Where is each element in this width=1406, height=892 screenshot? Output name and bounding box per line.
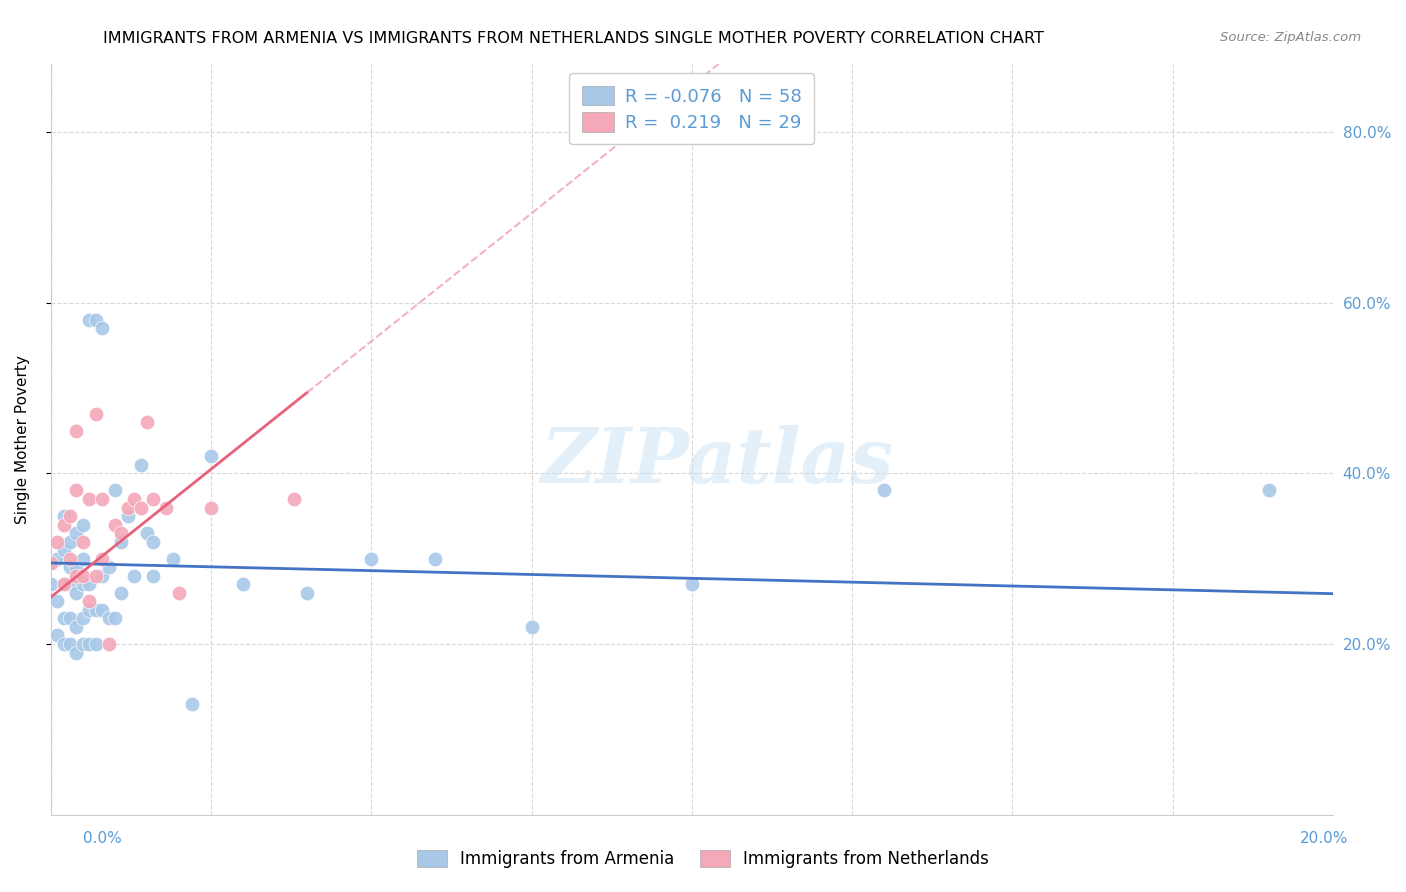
Point [72, 517, 94, 532]
Point [297, 586, 319, 600]
Point [72, 568, 94, 582]
Point [79, 603, 101, 617]
Point [79, 637, 101, 651]
Point [283, 491, 305, 506]
Point [425, 551, 447, 566]
Text: IMMIGRANTS FROM ARMENIA VS IMMIGRANTS FROM NETHERLANDS SINGLE MOTHER POVERTY COR: IMMIGRANTS FROM ARMENIA VS IMMIGRANTS FR… [103, 31, 1043, 46]
Point [65, 568, 87, 582]
Point [110, 534, 132, 549]
Point [46, 594, 69, 608]
Point [97, 611, 120, 625]
Point [72, 551, 94, 566]
Point [142, 491, 165, 506]
Point [52, 577, 75, 591]
Point [65, 646, 87, 660]
Point [110, 526, 132, 541]
Point [142, 568, 165, 582]
Legend: Immigrants from Armenia, Immigrants from Netherlands: Immigrants from Armenia, Immigrants from… [411, 843, 995, 875]
Point [91, 491, 114, 506]
Point [46, 551, 69, 566]
Point [65, 483, 87, 498]
Point [65, 586, 87, 600]
Point [1257, 483, 1279, 498]
Point [136, 415, 159, 429]
Point [84, 407, 107, 421]
Point [681, 577, 703, 591]
Point [84, 568, 107, 582]
Point [52, 543, 75, 558]
Point [39, 556, 62, 570]
Point [91, 551, 114, 566]
Point [65, 526, 87, 541]
Point [110, 586, 132, 600]
Point [84, 603, 107, 617]
Point [122, 568, 145, 582]
Text: 0.0%: 0.0% [83, 831, 122, 846]
Point [84, 637, 107, 651]
Point [167, 586, 190, 600]
Y-axis label: Single Mother Poverty: Single Mother Poverty [15, 355, 30, 524]
Point [232, 577, 254, 591]
Point [46, 628, 69, 642]
Point [39, 577, 62, 591]
Point [142, 534, 165, 549]
Point [72, 577, 94, 591]
Point [65, 620, 87, 634]
Point [97, 560, 120, 574]
Point [79, 594, 101, 608]
Text: 20.0%: 20.0% [1301, 831, 1348, 846]
Point [84, 313, 107, 327]
Text: ZIPatlas: ZIPatlas [541, 425, 894, 499]
Point [59, 534, 82, 549]
Point [59, 509, 82, 524]
Point [200, 450, 222, 464]
Point [117, 509, 139, 524]
Point [52, 517, 75, 532]
Point [52, 577, 75, 591]
Point [59, 611, 82, 625]
Point [72, 534, 94, 549]
Point [155, 500, 177, 515]
Point [873, 483, 896, 498]
Point [162, 551, 184, 566]
Point [79, 577, 101, 591]
Point [200, 500, 222, 515]
Text: Source: ZipAtlas.com: Source: ZipAtlas.com [1220, 31, 1361, 45]
Point [117, 500, 139, 515]
Point [520, 620, 543, 634]
Point [129, 500, 152, 515]
Point [59, 637, 82, 651]
Point [97, 637, 120, 651]
Point [91, 568, 114, 582]
Point [79, 313, 101, 327]
Point [46, 534, 69, 549]
Point [59, 551, 82, 566]
Point [72, 611, 94, 625]
Point [59, 577, 82, 591]
Point [39, 556, 62, 570]
Point [104, 517, 127, 532]
Point [59, 560, 82, 574]
Point [180, 697, 202, 711]
Point [65, 560, 87, 574]
Point [52, 611, 75, 625]
Point [91, 321, 114, 335]
Point [52, 509, 75, 524]
Legend: R = -0.076   N = 58, R =  0.219   N = 29: R = -0.076 N = 58, R = 0.219 N = 29 [569, 73, 814, 145]
Point [122, 491, 145, 506]
Point [72, 637, 94, 651]
Point [360, 551, 382, 566]
Point [104, 483, 127, 498]
Point [129, 458, 152, 472]
Point [65, 424, 87, 438]
Point [91, 603, 114, 617]
Point [104, 611, 127, 625]
Point [52, 637, 75, 651]
Point [136, 526, 159, 541]
Point [79, 491, 101, 506]
